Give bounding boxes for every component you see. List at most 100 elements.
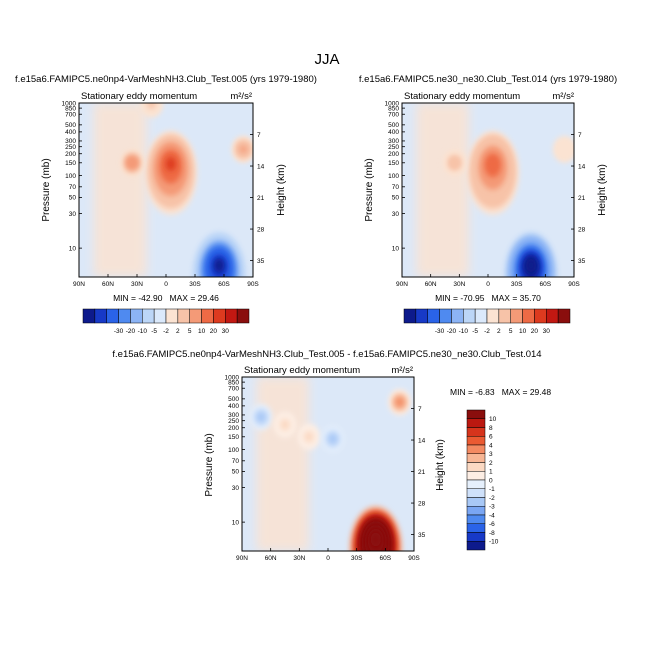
colorbar-swatch (534, 308, 547, 324)
colorbar-swatch (466, 514, 486, 524)
y-tick-label: 50 (69, 195, 77, 202)
y-tick-label: 700 (388, 112, 399, 119)
colorbar-label: -1 (489, 486, 495, 493)
contour-level (370, 532, 381, 547)
panel-subtitle: Stationary eddy momentum (81, 91, 197, 102)
colorbar-label: -10 (138, 328, 148, 335)
colorbar-label: -5 (472, 328, 478, 335)
colorbar-swatch (498, 308, 511, 324)
y-tick-label: 10 (69, 245, 77, 252)
colorbar-swatch (201, 308, 214, 324)
panel-subtitle: Stationary eddy momentum (244, 365, 360, 376)
panel-title: f.e15a6.FAMIPC5.ne0np4-VarMeshNH3.Club_T… (112, 349, 541, 360)
y-tick-label: 1000 (62, 100, 77, 107)
panel-model-b: f.e15a6.FAMIPC5.ne30_ne30.Club_Test.014 … (359, 74, 617, 335)
colorbar-label: 2 (489, 460, 493, 467)
contour-level (239, 145, 247, 154)
y-right-tick-label: 28 (578, 226, 586, 233)
y-axis-right-label: Height (km) (435, 439, 446, 491)
colorbar-swatch (466, 436, 486, 446)
colorbar-label: -2 (489, 495, 495, 502)
y-tick-label: 100 (65, 173, 76, 180)
y-tick-label: 500 (228, 396, 239, 403)
contour-level (526, 258, 536, 273)
y-axis-label: Pressure (mb) (364, 158, 375, 221)
colorbar-swatch (213, 308, 226, 324)
colorbar-swatch (510, 308, 523, 324)
y-tick-label: 1000 (225, 374, 240, 381)
y-tick-label: 70 (232, 458, 240, 465)
units-label: m²/s² (391, 365, 413, 376)
y-right-tick-label: 28 (257, 226, 265, 233)
y-tick-label: 10 (232, 519, 240, 526)
y-tick-label: 100 (228, 447, 239, 454)
min-max-stats: MIN = -6.83 MAX = 29.48 (450, 387, 551, 397)
y-tick-label: 70 (392, 184, 400, 191)
x-tick-label: 90N (396, 281, 408, 288)
colorbar-swatch (466, 444, 486, 454)
colorbar-swatch (466, 523, 486, 533)
y-tick-label: 400 (388, 129, 399, 136)
x-tick-label: 90N (236, 555, 248, 562)
y-tick-label: 150 (228, 434, 239, 441)
colorbar-label: 20 (531, 328, 539, 335)
y-right-tick-label: 7 (418, 406, 422, 413)
colorbar-swatch (522, 308, 535, 324)
y-tick-label: 30 (69, 211, 77, 218)
y-tick-label: 250 (388, 144, 399, 151)
x-tick-label: 60S (218, 281, 230, 288)
contour-level (303, 431, 314, 443)
contour-level (147, 103, 156, 110)
colorbar-label: 20 (210, 328, 218, 335)
panel-model-a: f.e15a6.FAMIPC5.ne0np4-VarMeshNH3.Club_T… (15, 74, 317, 335)
colorbar-swatch (118, 308, 131, 324)
x-tick-label: 90S (247, 281, 259, 288)
colorbar-swatch (177, 308, 190, 324)
y-tick-label: 500 (65, 122, 76, 129)
contour-plot (79, 103, 253, 277)
y-tick-label: 30 (392, 211, 400, 218)
x-tick-label: 90N (73, 281, 85, 288)
x-tick-label: 30S (511, 281, 523, 288)
colorbar-swatch (189, 308, 202, 324)
colorbar-label: -2 (163, 328, 169, 335)
y-right-tick-label: 21 (418, 469, 426, 476)
x-tick-label: 90S (408, 555, 420, 562)
y-right-tick-label: 14 (418, 437, 426, 444)
colorbar-swatch (466, 471, 486, 481)
y-right-tick-label: 7 (257, 132, 261, 139)
colorbar-label: 0 (489, 477, 493, 484)
contour-level (560, 144, 569, 155)
colorbar-label: 30 (543, 328, 551, 335)
x-tick-label: 0 (164, 281, 168, 288)
y-axis-label: Pressure (mb) (41, 158, 52, 221)
colorbar-label: -2 (484, 328, 490, 335)
contour-level (214, 258, 225, 273)
colorbar-label: 1 (489, 469, 493, 476)
colorbar-swatch (466, 488, 486, 498)
colorbar-label: -3 (489, 504, 495, 511)
contour-level (256, 411, 267, 423)
x-tick-label: 90S (568, 281, 580, 288)
figure-title: JJA (314, 51, 339, 68)
y-right-tick-label: 14 (257, 163, 265, 170)
y-tick-label: 100 (388, 173, 399, 180)
y-tick-label: 50 (392, 195, 400, 202)
colorbar-swatch (82, 308, 96, 324)
colorbar-label: -4 (489, 512, 495, 519)
y-tick-label: 30 (232, 485, 240, 492)
y-tick-label: 150 (388, 160, 399, 167)
y-axis-right-label: Height (km) (597, 164, 608, 216)
units-label: m²/s² (552, 91, 574, 102)
colorbar-swatch (466, 409, 486, 419)
colorbar-label: -8 (489, 530, 495, 537)
contour-level (487, 157, 498, 172)
y-right-tick-label: 35 (257, 258, 265, 265)
colorbar-swatch (427, 308, 440, 324)
contour-level (327, 433, 338, 445)
y-tick-label: 500 (388, 122, 399, 129)
min-max-stats: MIN = -70.95 MAX = 35.70 (435, 293, 541, 303)
contour-level (128, 159, 136, 167)
colorbar-swatch (130, 308, 143, 324)
